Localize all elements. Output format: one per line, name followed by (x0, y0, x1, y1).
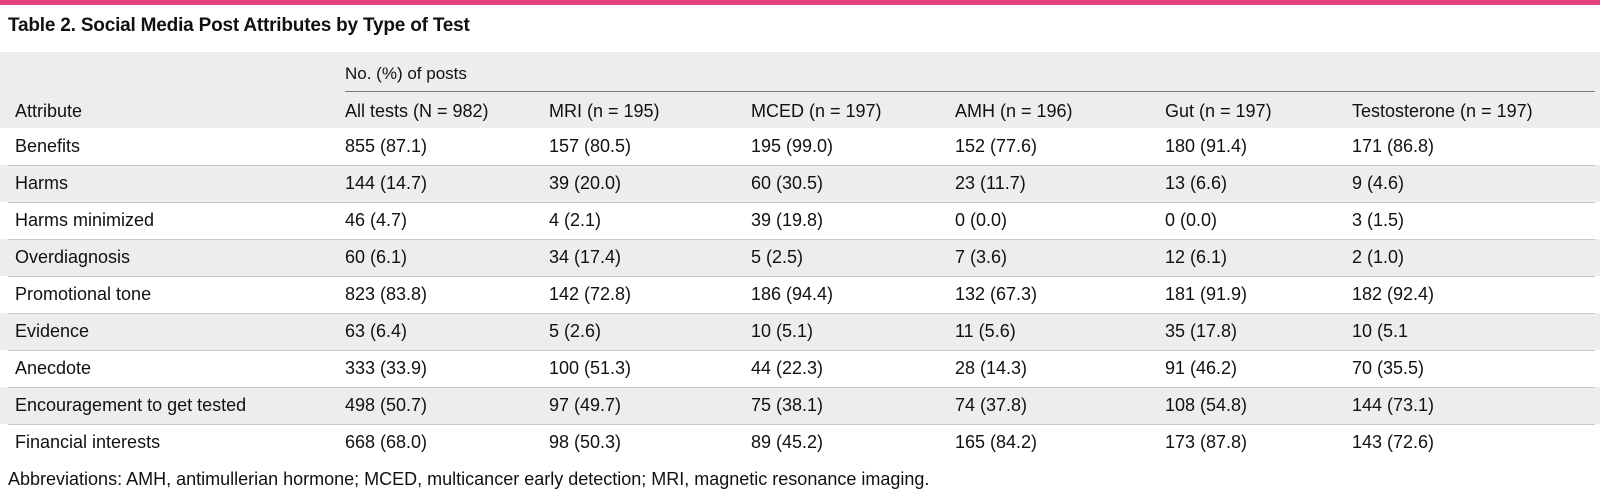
table-row: Anecdote 333 (33.9) 100 (51.3) 44 (22.3) 28 … (0, 350, 1600, 387)
table-cell: 98 (50.3) (549, 432, 622, 452)
row-divider (8, 387, 1595, 388)
table-cell: 89 (45.2) (751, 432, 824, 452)
table-cell: 180 (91.4) (1165, 136, 1248, 156)
table-cell: 12 (6.1) (1165, 247, 1228, 267)
table-cell: 5 (2.5) (751, 247, 804, 267)
table-cell: 100 (51.3) (549, 358, 632, 378)
row-divider (8, 239, 1595, 240)
table-cell: 173 (87.8) (1165, 432, 1248, 452)
table-cell: 108 (54.8) (1165, 395, 1248, 415)
table-cell: 75 (38.1) (751, 395, 824, 415)
table-cell: 144 (73.1) (1352, 395, 1435, 415)
row-divider (8, 165, 1595, 166)
table-row: Benefits 855 (87.1) 157 (80.5) 195 (99.0) 15… (0, 128, 1600, 165)
row-label: Benefits (15, 136, 81, 156)
row-label: Evidence (15, 321, 90, 341)
table-cell: 11 (5.6) (955, 321, 1016, 341)
row-divider (8, 276, 1595, 277)
column-header: Gut (n = 197) (1165, 101, 1272, 121)
table-footnote: Abbreviations: AMH, antimullerian hormon… (8, 469, 930, 489)
table-row: Harms minimized 46 (4.7) 4 (2.1) 39 (19.8) 0… (0, 202, 1600, 239)
row-divider (8, 350, 1595, 351)
row-label: Overdiagnosis (15, 247, 131, 267)
table-cell: 28 (14.3) (955, 358, 1028, 378)
table-cell: 668 (68.0) (345, 432, 428, 452)
row-label: Anecdote (15, 358, 92, 378)
table-cell: 9 (4.6) (1352, 173, 1405, 193)
group-header-rule (345, 91, 1595, 92)
column-header: MCED (n = 197) (751, 101, 882, 121)
table-cell: 39 (19.8) (751, 210, 824, 230)
table-row: Financial interests 668 (68.0) 98 (50.3) 89… (0, 424, 1600, 461)
table-cell: 0 (0.0) (1165, 210, 1218, 230)
table-cell: 186 (94.4) (751, 284, 834, 304)
table-row: Encouragement to get tested 498 (50.7) 97 … (0, 387, 1600, 424)
table-cell: 195 (99.0) (751, 136, 834, 156)
row-label: Encouragement to get tested (15, 395, 247, 415)
table-cell: 3 (1.5) (1352, 210, 1405, 230)
row-label: Financial interests (15, 432, 161, 452)
table-cell: 39 (20.0) (549, 173, 622, 193)
table-row: Evidence 63 (6.4) 5 (2.6) 10 (5.1) 11 (5.6) 3… (0, 313, 1600, 350)
table-cell: 498 (50.7) (345, 395, 428, 415)
table-cell: 165 (84.2) (955, 432, 1038, 452)
table-cell: 2 (1.0) (1352, 247, 1405, 267)
table-cell: 10 (5.1 (1352, 321, 1409, 341)
row-divider (8, 202, 1595, 203)
column-header: MRI (n = 195) (549, 101, 660, 121)
table-cell: 13 (6.6) (1165, 173, 1228, 193)
row-label: Promotional tone (15, 284, 152, 304)
table-cell: 44 (22.3) (751, 358, 824, 378)
table-cell: 10 (5.1) (751, 321, 814, 341)
table-title: Table 2. Social Media Post Attributes by… (8, 15, 470, 36)
table-cell: 181 (91.9) (1165, 284, 1248, 304)
table-cell: 171 (86.8) (1352, 136, 1435, 156)
row-divider (8, 424, 1595, 425)
table-row: Overdiagnosis 60 (6.1) 34 (17.4) 5 (2.5) 7 (… (0, 239, 1600, 276)
table-cell: 35 (17.8) (1165, 321, 1238, 341)
table-cell: 143 (72.6) (1352, 432, 1435, 452)
table-cell: 0 (0.0) (955, 210, 1008, 230)
column-header: All tests (N = 982) (345, 101, 489, 121)
table-cell: 823 (83.8) (345, 284, 428, 304)
column-header: AMH (n = 196) (955, 101, 1073, 121)
table-row: Promotional tone 823 (83.8) 142 (72.8) 186 … (0, 276, 1600, 313)
accent-rule (0, 0, 1600, 5)
table-cell: 60 (6.1) (345, 247, 408, 267)
table-cell: 333 (33.9) (345, 358, 428, 378)
table-cell: 70 (35.5) (1352, 358, 1425, 378)
table-cell: 144 (14.7) (345, 173, 428, 193)
table-cell: 4 (2.1) (549, 210, 602, 230)
table-cell: 855 (87.1) (345, 136, 428, 156)
table-cell: 63 (6.4) (345, 321, 408, 341)
table-cell: 23 (11.7) (955, 173, 1026, 193)
row-divider (8, 313, 1595, 314)
table-cell: 60 (30.5) (751, 173, 824, 193)
table-cell: 182 (92.4) (1352, 284, 1435, 304)
row-label: Harms minimized (15, 210, 155, 230)
table-cell: 34 (17.4) (549, 247, 622, 267)
table-cell: 132 (67.3) (955, 284, 1038, 304)
column-header: Testosterone (n = 197) (1352, 101, 1533, 121)
table-cell: 46 (4.7) (345, 210, 408, 230)
column-header: Attribute (15, 101, 83, 121)
table-cell: 152 (77.6) (955, 136, 1038, 156)
table-cell: 74 (37.8) (955, 395, 1028, 415)
table-cell: 157 (80.5) (549, 136, 632, 156)
table-cell: 5 (2.6) (549, 321, 602, 341)
row-label: Harms (15, 173, 68, 193)
table-cell: 7 (3.6) (955, 247, 1008, 267)
table-cell: 142 (72.8) (549, 284, 632, 304)
table-cell: 97 (49.7) (549, 395, 622, 415)
group-header: No. (%) of posts (345, 64, 467, 83)
table-cell: 91 (46.2) (1165, 358, 1238, 378)
table-row: Harms 144 (14.7) 39 (20.0) 60 (30.5) 23 (11.… (0, 165, 1600, 202)
